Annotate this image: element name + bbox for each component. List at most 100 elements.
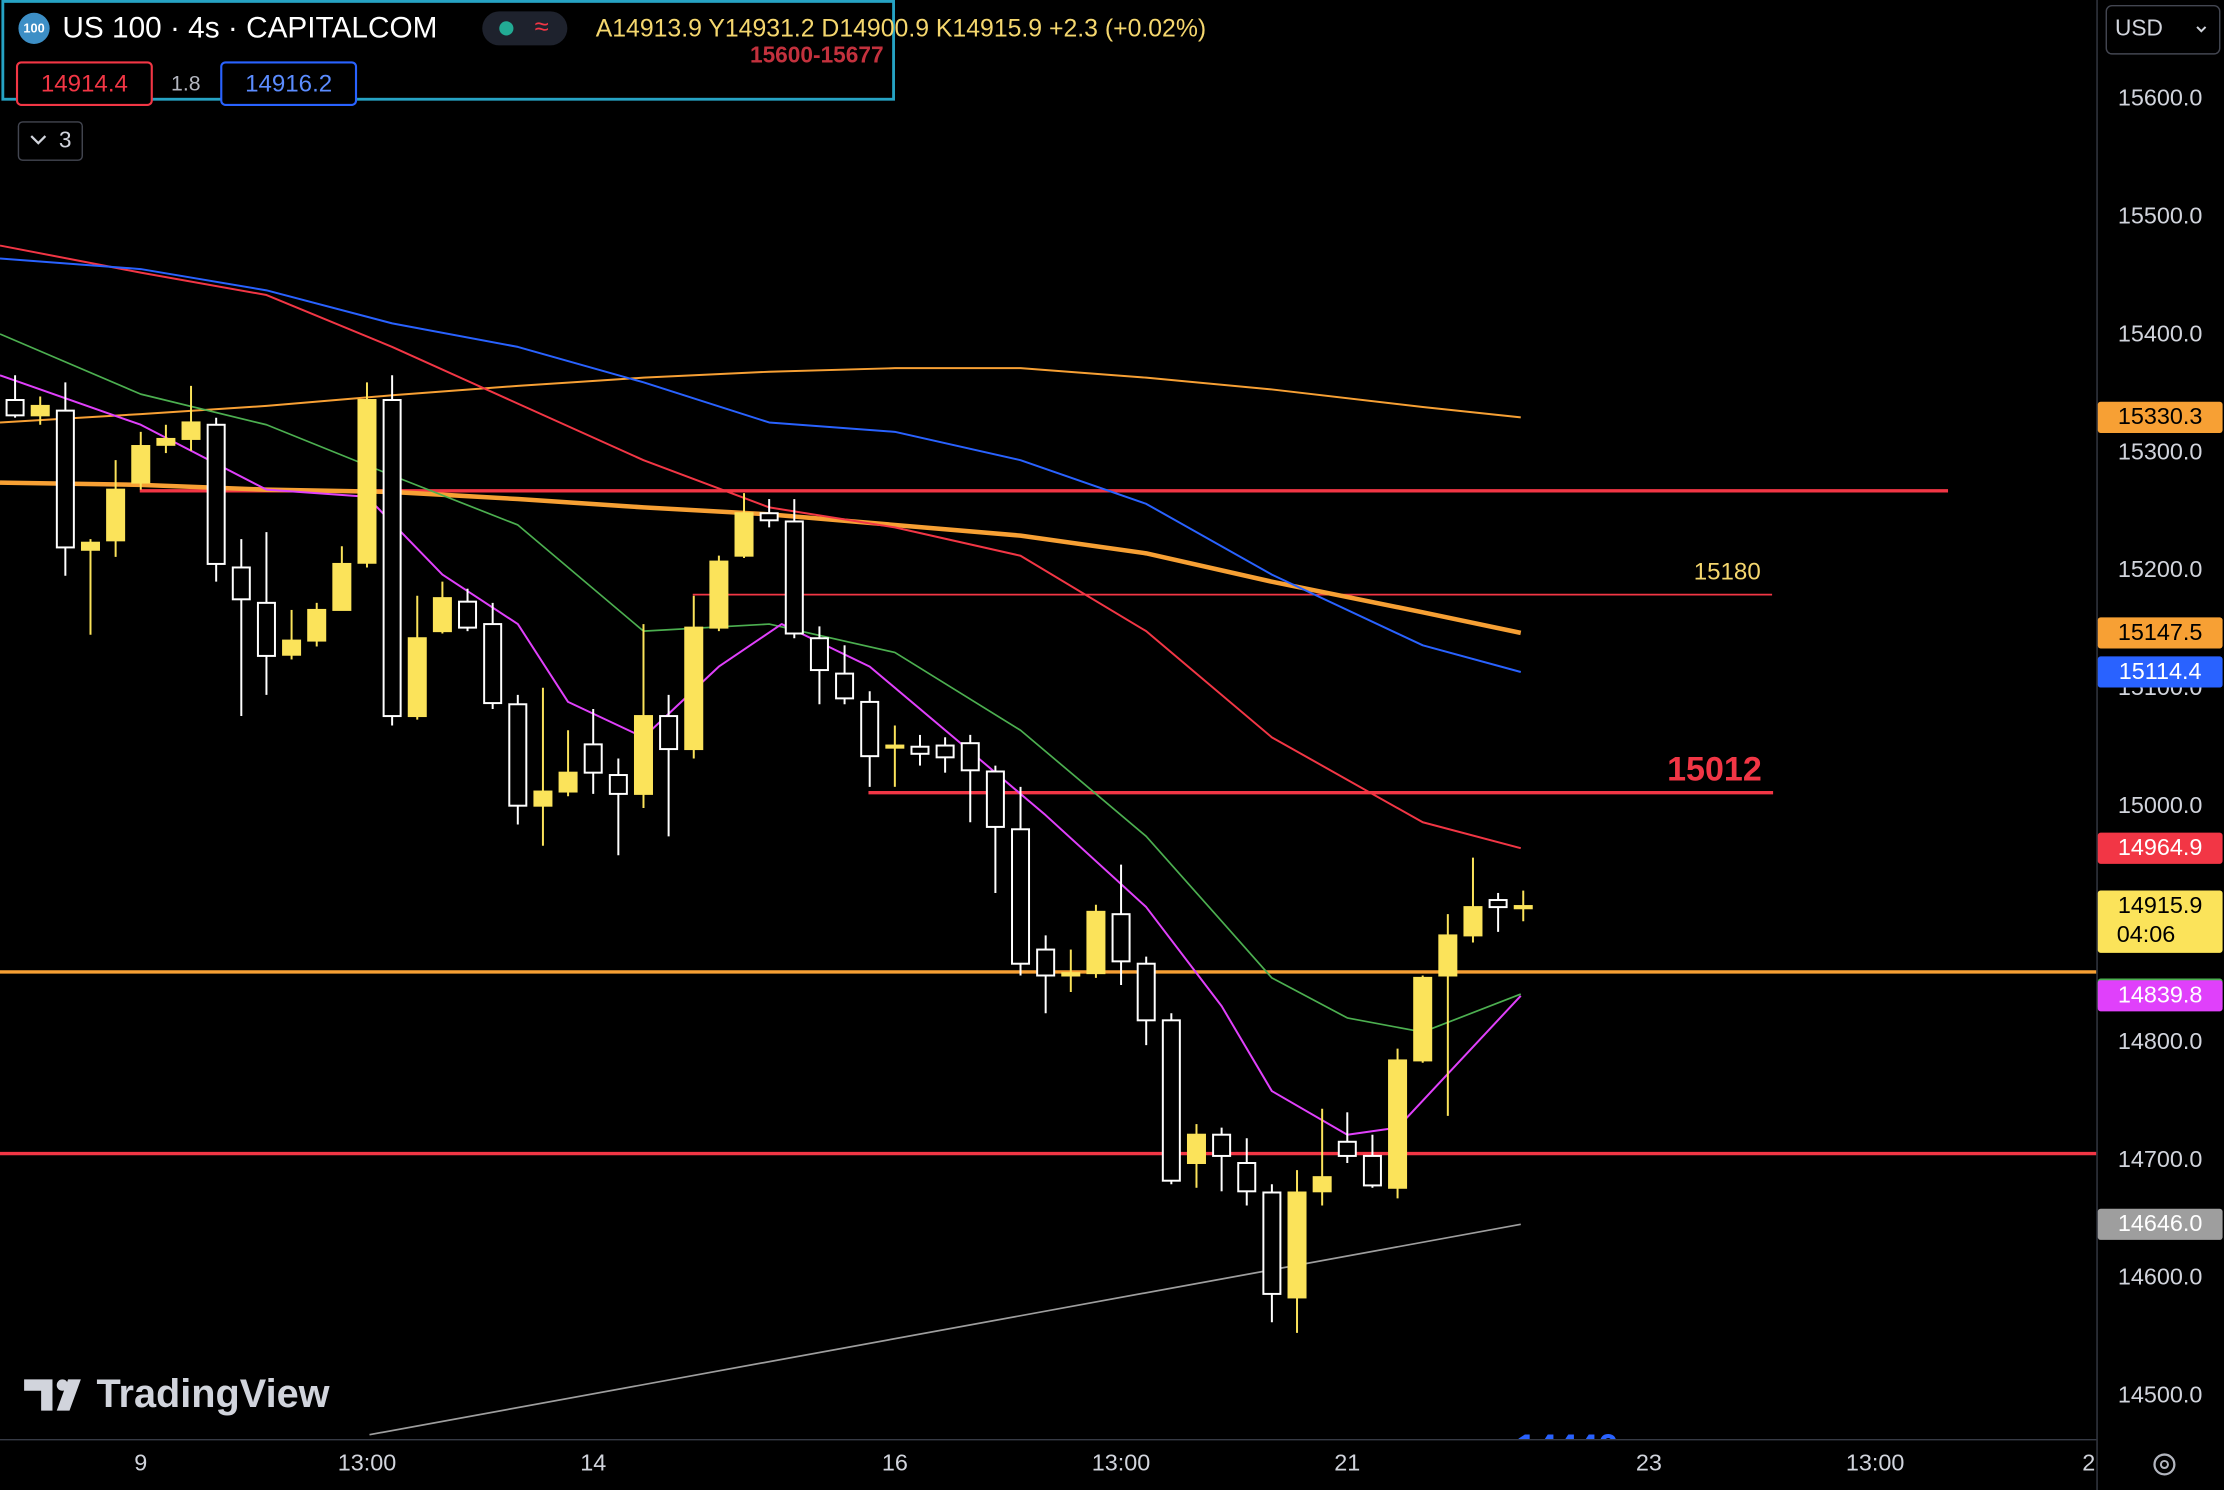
indicators-toggle[interactable] <box>17 121 83 161</box>
candle-body <box>885 744 905 749</box>
watermark-logo-dot <box>56 1379 69 1391</box>
candle-body <box>231 566 251 601</box>
candle-body <box>206 423 226 565</box>
buy-button[interactable] <box>220 61 358 106</box>
candle-body <box>80 541 100 551</box>
x-tick-label: 14 <box>580 1450 606 1476</box>
candle-body <box>1036 948 1056 977</box>
candle-body <box>1463 906 1483 937</box>
candle-body <box>633 715 653 795</box>
y-tick-label: 15400.0 <box>2118 320 2203 346</box>
candle-body <box>1312 1176 1332 1193</box>
price-tag <box>2097 1208 2223 1240</box>
candle-body <box>1262 1191 1282 1295</box>
y-tick-label: 14500.0 <box>2118 1382 2203 1408</box>
y-tick-label: 15000.0 <box>2118 792 2203 818</box>
candle-body <box>1513 905 1533 910</box>
symbol-logo-text: 100 <box>23 20 44 35</box>
indicator-line <box>0 257 1522 673</box>
candle-body <box>1111 913 1131 963</box>
candle-body <box>1212 1133 1232 1157</box>
candle-body <box>432 597 452 633</box>
buy-price: 14916.2 <box>245 70 332 97</box>
candle-body <box>935 744 955 759</box>
y-tick-label: 14800.0 <box>2118 1028 2203 1054</box>
x-tick-label: 13:00 <box>1092 1450 1151 1476</box>
x-tick-label: 13:00 <box>1846 1450 1905 1476</box>
candle-body <box>1186 1133 1206 1165</box>
candle-body <box>5 399 25 417</box>
candle-body <box>1438 934 1458 977</box>
status-icon: ≈ <box>535 13 549 41</box>
candle-body <box>659 715 679 751</box>
price-tag <box>2097 980 2223 1012</box>
settings-icon[interactable] <box>2153 1453 2176 1476</box>
price-tag <box>2097 832 2223 864</box>
candle-body <box>30 404 50 417</box>
candle-body <box>809 637 829 672</box>
price-tag-label: 15330.3 <box>2118 403 2203 429</box>
x-tick-label: 2 <box>2082 1450 2095 1476</box>
chevron-icon <box>30 135 47 145</box>
price-tag-label: 14839.8 <box>2118 982 2203 1008</box>
candle-body <box>583 743 603 774</box>
x-tick-label: 21 <box>1334 1450 1360 1476</box>
candle-body <box>784 520 804 635</box>
candle-body <box>910 745 930 755</box>
zone-label: 15600-15677 <box>750 42 884 68</box>
candle-body <box>1337 1140 1357 1157</box>
status-pill[interactable] <box>482 11 568 46</box>
candle-body <box>1161 1019 1181 1182</box>
x-tick-label: 9 <box>134 1450 147 1476</box>
y-tick-label: 15300.0 <box>2118 438 2203 464</box>
candle-body <box>985 770 1005 828</box>
candle-body <box>1061 972 1081 977</box>
symbol-title[interactable]: US 100 · 4s · CAPITALCOM <box>62 12 437 45</box>
price-tag <box>2097 617 2223 649</box>
candle-body <box>382 399 402 718</box>
candle-body <box>483 623 503 705</box>
currency-select[interactable] <box>2105 4 2221 55</box>
ohlc-values: A14913.9 Y14931.2 D14900.9 K14915.9 +2.3… <box>596 15 1206 42</box>
y-tick-label: 14700.0 <box>2118 1146 2203 1172</box>
legend-frame <box>1 0 895 101</box>
axes: 14500.014600.014700.014800.014900.015000… <box>134 84 2223 1476</box>
price-tag-label: 15147.5 <box>2118 619 2203 645</box>
candle-body <box>860 700 880 758</box>
y-tick-label: 15500.0 <box>2118 202 2203 228</box>
candle-body <box>1237 1162 1257 1193</box>
candle-body <box>734 512 754 557</box>
currency-chevron <box>2196 26 2207 33</box>
sell-button[interactable] <box>15 61 153 106</box>
candle-body <box>1413 976 1433 1062</box>
plot-area: 15180 15012 14440 <box>0 244 2097 1439</box>
candle-body <box>1136 962 1156 1022</box>
candle-body <box>55 409 75 549</box>
x-tick-label: 23 <box>1636 1450 1662 1476</box>
candle-body <box>1011 828 1031 965</box>
candle-body <box>407 637 427 718</box>
candle-body <box>759 512 779 522</box>
candle-body <box>282 639 302 656</box>
candle-body <box>106 488 126 542</box>
candle-body <box>960 742 980 772</box>
candle-body <box>835 672 855 700</box>
sell-price: 14914.4 <box>41 70 128 97</box>
indicator-line <box>0 333 1522 1033</box>
candle-body <box>357 399 377 564</box>
level-label: 15012 <box>1667 750 1762 788</box>
candle-body <box>1388 1059 1408 1189</box>
candle-body <box>332 562 352 611</box>
candle-body <box>256 601 276 657</box>
candle-body <box>709 560 729 629</box>
watermark: TradingView <box>96 1372 329 1416</box>
y-tick-label: 15600.0 <box>2118 84 2203 110</box>
price-tag-countdown: 04:06 <box>2117 921 2176 947</box>
symbol-logo[interactable] <box>18 12 50 44</box>
candle-body <box>156 437 176 446</box>
price-tag-label: 15114.4 <box>2119 658 2202 684</box>
candle-body <box>1086 910 1106 975</box>
candle-body <box>1488 899 1508 909</box>
